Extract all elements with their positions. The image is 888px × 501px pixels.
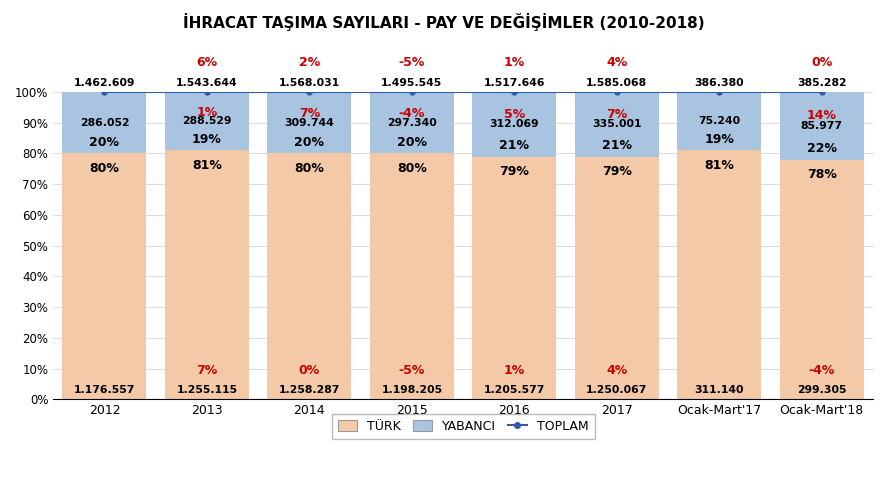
Text: 5%: 5% (503, 108, 525, 121)
Text: 1.258.287: 1.258.287 (279, 385, 340, 395)
Text: 299.305: 299.305 (797, 385, 846, 395)
Text: 4%: 4% (607, 56, 628, 69)
Text: 81%: 81% (704, 159, 734, 172)
Text: 85.977: 85.977 (801, 121, 843, 131)
Text: İHRACAT TAŞIMA SAYILARI - PAY VE DEĞİŞİMLER (2010-2018): İHRACAT TAŞIMA SAYILARI - PAY VE DEĞİŞİM… (183, 13, 705, 31)
Text: 311.140: 311.140 (694, 385, 744, 395)
Text: 1.176.557: 1.176.557 (74, 385, 135, 395)
Bar (780, 92, 864, 160)
Text: 20%: 20% (90, 136, 120, 149)
Text: 19%: 19% (192, 133, 222, 146)
Text: 286.052: 286.052 (80, 118, 130, 128)
Legend: TÜRK, YABANCI, TOPLAM: TÜRK, YABANCI, TOPLAM (331, 414, 595, 439)
Text: -5%: -5% (399, 56, 425, 69)
Text: 7%: 7% (298, 107, 320, 120)
Text: 1.568.031: 1.568.031 (279, 78, 340, 88)
Bar (62, 153, 147, 399)
Text: -5%: -5% (399, 364, 425, 377)
Text: 1%: 1% (196, 106, 218, 119)
Bar (678, 92, 761, 150)
Text: 1.462.609: 1.462.609 (74, 78, 135, 88)
Bar (267, 153, 352, 399)
Text: 80%: 80% (397, 162, 427, 175)
Text: 6%: 6% (196, 56, 218, 69)
Bar (575, 92, 659, 156)
Bar (165, 92, 249, 150)
Text: 386.380: 386.380 (694, 78, 744, 88)
Bar (472, 92, 557, 156)
Text: 0%: 0% (811, 56, 832, 69)
Text: -4%: -4% (399, 107, 425, 120)
Text: 81%: 81% (192, 159, 222, 172)
Text: 20%: 20% (295, 136, 324, 149)
Text: 79%: 79% (499, 165, 529, 178)
Text: 14%: 14% (807, 109, 836, 122)
Text: 1.255.115: 1.255.115 (177, 385, 237, 395)
Text: 4%: 4% (607, 364, 628, 377)
Bar (62, 92, 147, 153)
Text: 1.250.067: 1.250.067 (586, 385, 647, 395)
Text: 80%: 80% (90, 162, 119, 175)
Text: 0%: 0% (298, 364, 320, 377)
Text: 1.585.068: 1.585.068 (586, 78, 647, 88)
Text: 288.529: 288.529 (182, 116, 232, 126)
Bar (678, 150, 761, 399)
Bar (370, 153, 454, 399)
Text: 297.340: 297.340 (387, 118, 437, 128)
Text: 1.205.577: 1.205.577 (484, 385, 545, 395)
Text: 1%: 1% (503, 56, 525, 69)
Text: 335.001: 335.001 (592, 119, 641, 129)
Text: 7%: 7% (607, 108, 628, 121)
Text: 22%: 22% (807, 142, 836, 155)
Bar (575, 156, 659, 399)
Text: 2%: 2% (298, 56, 320, 69)
Bar (472, 156, 557, 399)
Text: 75.240: 75.240 (698, 116, 741, 126)
Text: 7%: 7% (196, 364, 218, 377)
Text: 312.069: 312.069 (489, 119, 539, 129)
Bar (165, 150, 249, 399)
Text: 80%: 80% (295, 162, 324, 175)
Text: 1.198.205: 1.198.205 (381, 385, 442, 395)
Text: 385.282: 385.282 (797, 78, 846, 88)
Text: 1%: 1% (503, 364, 525, 377)
Text: 78%: 78% (807, 168, 836, 181)
Text: 21%: 21% (499, 139, 529, 152)
Text: -4%: -4% (809, 364, 835, 377)
Text: 21%: 21% (602, 139, 632, 152)
Text: 19%: 19% (704, 133, 734, 146)
Text: 1.517.646: 1.517.646 (484, 78, 545, 88)
Text: 1.495.545: 1.495.545 (381, 78, 442, 88)
Text: 20%: 20% (397, 136, 427, 149)
Text: 1.543.644: 1.543.644 (176, 78, 238, 88)
Bar (780, 160, 864, 399)
Text: 309.744: 309.744 (284, 118, 334, 128)
Bar (267, 92, 352, 153)
Bar (370, 92, 454, 153)
Text: 79%: 79% (602, 165, 631, 178)
